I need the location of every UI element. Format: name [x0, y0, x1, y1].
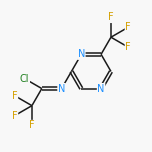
- Text: N: N: [97, 84, 105, 93]
- Text: F: F: [29, 120, 35, 130]
- Text: N: N: [78, 49, 85, 59]
- Text: F: F: [12, 111, 18, 121]
- Text: F: F: [12, 91, 18, 101]
- Text: Cl: Cl: [20, 74, 29, 84]
- Text: N: N: [58, 84, 65, 93]
- Text: F: F: [125, 22, 131, 32]
- Text: F: F: [108, 12, 114, 22]
- Text: F: F: [125, 42, 131, 52]
